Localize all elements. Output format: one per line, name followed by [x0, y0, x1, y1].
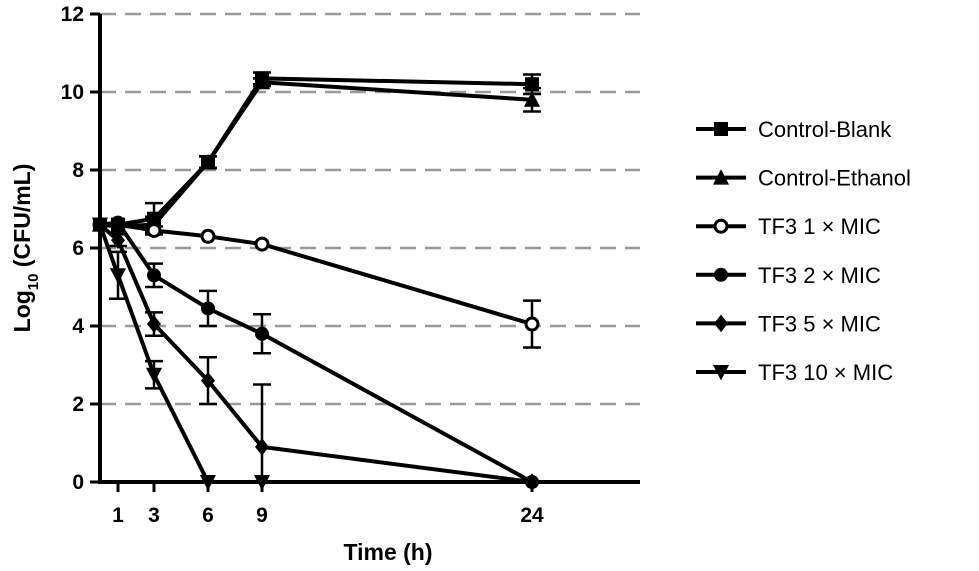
diamond-marker-shape: [111, 231, 125, 249]
triangle-down-marker-shape: [145, 367, 163, 384]
y-tick-label-12: 12: [61, 3, 84, 26]
x-axis-title: Time (h): [343, 539, 432, 565]
legend-label: Control-Ethanol: [758, 166, 911, 191]
legend-label: TF3 1 × MIC: [758, 214, 881, 239]
triangle-down-marker-shape: [91, 217, 109, 233]
circle-marker-shape: [201, 301, 215, 316]
legend-marker: [714, 267, 728, 282]
open-circle-marker-shape: [713, 218, 729, 234]
triangle-down-marker-shape: [109, 268, 127, 284]
data-point: [109, 268, 127, 284]
x-tick-label-6: 6: [202, 504, 214, 527]
y-tick-label-8: 8: [72, 159, 84, 182]
open-circle-marker-shape: [146, 222, 162, 238]
y-axis-title-suffix: (CFU/mL): [9, 164, 35, 274]
x-tick-label-3: 3: [148, 504, 160, 527]
diamond-marker-shape: [201, 371, 215, 390]
legend-label: Control-Blank: [758, 117, 892, 142]
data-point: [147, 315, 161, 333]
series-tf3-1-mic: [92, 217, 541, 349]
data-point: [199, 475, 217, 491]
data-point: [525, 473, 539, 491]
legend-label: TF3 10 × MIC: [758, 360, 893, 385]
diamond-marker-shape: [255, 438, 269, 456]
data-point: [254, 236, 270, 252]
square-marker-shape: [714, 122, 728, 136]
diamond-marker-shape: [525, 473, 539, 491]
open-circle-marker-shape: [524, 316, 540, 332]
legend-item-tf3-1-mic: TF3 1 × MIC: [696, 214, 881, 239]
data-point: [201, 371, 215, 390]
y-tick-label-4: 4: [72, 315, 84, 338]
series-line-tf3-1-mic: [100, 222, 533, 326]
data-point: [111, 215, 125, 230]
open-circle-marker-shape: [200, 228, 216, 244]
legend-item-control-ethanol: Control-Ethanol: [696, 166, 911, 191]
y-tick-label-10: 10: [61, 81, 84, 104]
circle-marker-shape: [714, 267, 728, 282]
y-tick-label-0: 0: [72, 471, 84, 494]
triangle-down-marker-shape: [199, 475, 217, 491]
legend-item-tf3-10-mic: TF3 10 × MIC: [696, 360, 893, 385]
legend-marker: [713, 218, 729, 234]
triangle-down-marker-shape: [712, 365, 730, 381]
y-tick-label-6: 6: [72, 237, 84, 260]
y-axis-title-subscript: 10: [25, 274, 42, 291]
series: [91, 71, 541, 491]
data-point: [253, 73, 271, 90]
triangle-up-marker-shape: [199, 153, 217, 170]
triangle-down-marker-shape: [253, 475, 271, 491]
data-point: [201, 301, 215, 316]
legend-marker: [712, 169, 730, 185]
data-point: [111, 231, 125, 249]
series-tf3-2-mic: [93, 215, 539, 489]
legend-label: TF3 5 × MIC: [758, 311, 881, 336]
legend-label: TF3 2 × MIC: [758, 263, 881, 288]
series-line-control-blank: [100, 76, 533, 227]
data-point: [91, 217, 109, 233]
data-point: [255, 438, 269, 456]
data-point: [146, 222, 162, 238]
legend-marker: [712, 365, 730, 381]
x-tick-label-1: 1: [112, 504, 124, 527]
series-line-tf3-5-mic: [98, 223, 533, 484]
legend-item-tf3-2-mic: TF3 2 × MIC: [696, 263, 881, 288]
data-point: [524, 316, 540, 332]
data-point: [200, 228, 216, 244]
x-tick-label-9: 9: [256, 504, 268, 527]
series-tf3-10-mic: [91, 217, 271, 491]
circle-marker-shape: [111, 215, 125, 230]
data-point: [199, 153, 217, 170]
circle-marker-shape: [147, 268, 161, 283]
y-tick-label-2: 2: [72, 393, 84, 416]
y-axis-title-prefix: Log: [9, 290, 35, 332]
triangle-up-marker-shape: [523, 91, 541, 107]
series-control-ethanol: [91, 73, 541, 234]
data-point: [147, 268, 161, 283]
legend: Control-Blank Control-Ethanol TF3 1 × MIC T…: [696, 117, 911, 385]
gridlines: [100, 12, 640, 406]
legend-marker: [714, 314, 728, 333]
legend-marker: [714, 122, 728, 136]
data-point: [523, 91, 541, 107]
triangle-up-marker-shape: [712, 169, 730, 185]
error-bar: [253, 383, 271, 482]
legend-item-control-blank: Control-Blank: [696, 117, 892, 142]
data-point: [253, 475, 271, 491]
circle-marker-shape: [255, 326, 269, 341]
x-tick-label-24: 24: [520, 504, 544, 527]
diamond-marker-shape: [147, 315, 161, 333]
triangle-up-marker-shape: [253, 73, 271, 90]
y-axis-title: Log10 (CFU/mL): [9, 164, 42, 333]
data-point: [255, 326, 269, 341]
data-point: [145, 367, 163, 384]
diamond-marker-shape: [714, 314, 728, 333]
open-circle-marker-shape: [254, 236, 270, 252]
legend-item-tf3-5-mic: TF3 5 × MIC: [696, 311, 881, 336]
